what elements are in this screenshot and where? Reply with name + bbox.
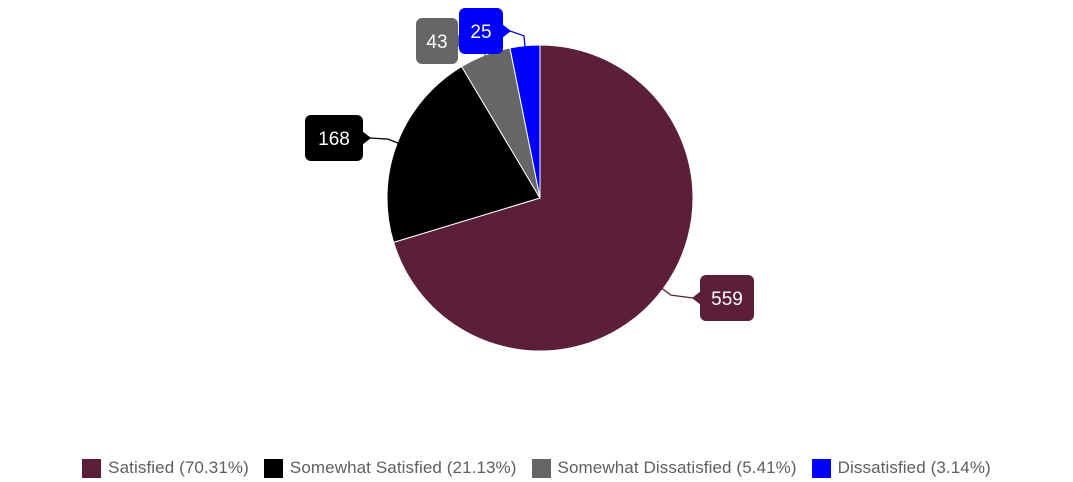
pie-slices [386,44,694,352]
chart-legend: Satisfied (70.31%) Somewhat Satisfied (2… [0,455,1073,481]
data-label-dissatisfied: 25 [459,8,511,54]
data-label-pointer [692,291,701,305]
data-label-pointer [502,24,511,38]
data-labels: 559 168 43 25 [305,8,754,321]
legend-swatch-satisfied [82,458,102,478]
data-label-box [700,275,754,321]
legend-item-somewhat-satisfied[interactable]: Somewhat Satisfied (21.13%) [263,458,517,478]
legend-label-satisfied: Satisfied (70.31%) [108,458,249,477]
legend-swatch-somewhat-satisfied [263,458,283,478]
legend-swatch-dissatisfied [811,458,831,478]
data-label-somewhat-satisfied: 168 [305,115,371,161]
legend-item-satisfied[interactable]: Satisfied (70.31%) [82,458,249,478]
legend-swatch-somewhat-dissatisfied [531,458,551,478]
legend-label-somewhat-satisfied: Somewhat Satisfied (21.13%) [289,458,517,477]
data-label-satisfied: 559 [692,275,754,321]
data-label-value: 168 [318,129,350,150]
data-label-box [459,8,503,54]
legend-item-somewhat-dissatisfied[interactable]: Somewhat Dissatisfied (5.41%) [531,458,797,478]
data-label-box [305,115,363,161]
legend-item-dissatisfied[interactable]: Dissatisfied (3.14%) [811,458,991,478]
data-label-value: 43 [426,32,447,53]
data-label-pointer [362,131,371,145]
data-label-somewhat-dissatisfied: 43 [416,18,466,64]
label-connector-dissatisfied [509,30,526,48]
label-connector-satisfied [660,287,694,299]
legend-label-dissatisfied: Dissatisfied (3.14%) [837,458,991,477]
data-label-value: 25 [470,22,491,43]
data-label-value: 559 [711,289,743,310]
data-label-box [416,18,458,64]
label-connector-somewhat-satisfied [369,137,400,145]
legend-label-somewhat-dissatisfied: Somewhat Dissatisfied (5.41%) [557,458,797,477]
